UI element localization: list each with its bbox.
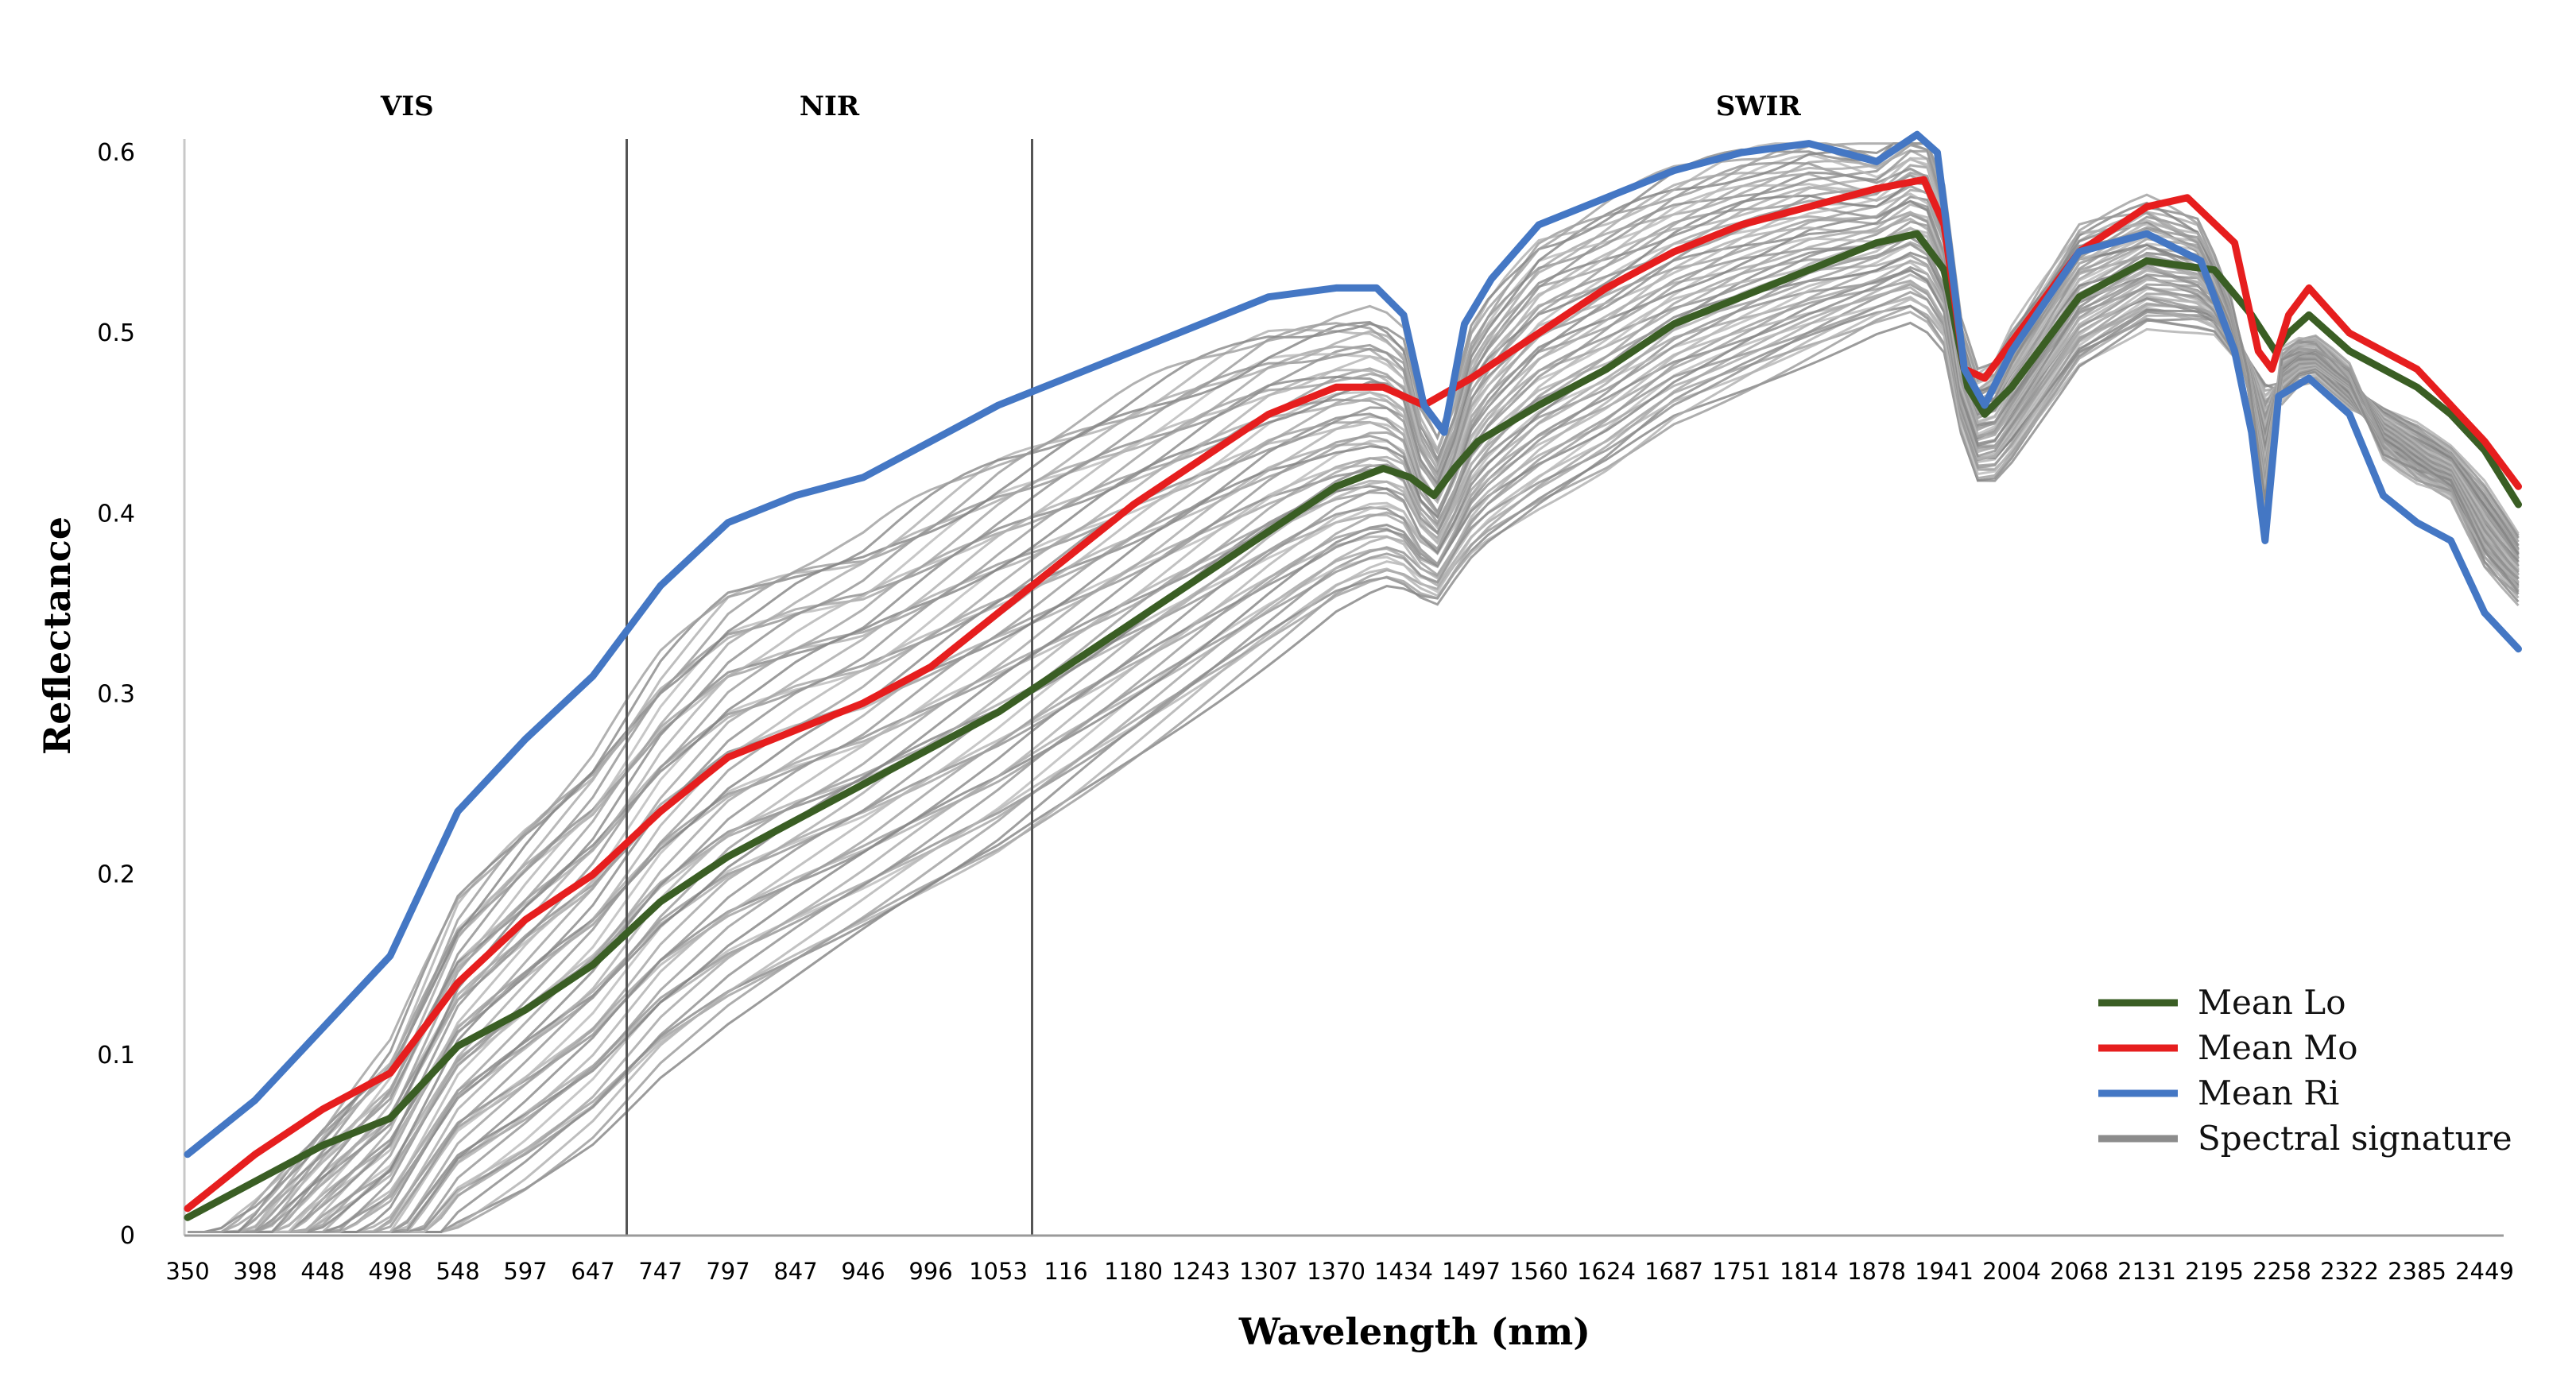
x-tick-label: 1878	[1847, 1258, 1906, 1285]
x-tick-label: 1243	[1172, 1258, 1230, 1285]
spectral-signature-line	[188, 273, 2520, 1233]
x-tick-label: 448	[300, 1258, 344, 1285]
x-tick-label: 647	[571, 1258, 614, 1285]
legend-label: Spectral signature	[2198, 1119, 2512, 1158]
y-tick-label: 0.2	[97, 861, 135, 889]
region-labels: VIS NIR SWIR	[380, 91, 1802, 122]
x-tick-label: 2131	[2117, 1258, 2176, 1285]
legend-label: Mean Mo	[2198, 1028, 2358, 1067]
x-tick-label: 1180	[1104, 1258, 1163, 1285]
y-tick-label: 0.4	[97, 500, 135, 528]
spectral-signature-line	[188, 199, 2520, 1233]
spectral-signature-line	[188, 296, 2520, 1233]
x-tick-label: 2385	[2388, 1258, 2446, 1285]
x-tick-label: 1497	[1442, 1258, 1501, 1285]
x-tick-label: 797	[706, 1258, 750, 1285]
spectral-signature-line	[188, 311, 2520, 1233]
x-tick-label: 116	[1044, 1258, 1087, 1285]
spectral-signature-line	[188, 296, 2520, 1233]
x-tick-label: 1434	[1374, 1258, 1433, 1285]
spectral-signature-line	[188, 164, 2520, 1233]
y-tick-label: 0.1	[97, 1042, 135, 1069]
x-tick-label: 2195	[2185, 1258, 2244, 1285]
spectral-signature-line	[188, 261, 2520, 1233]
x-tick-label: 1053	[969, 1258, 1028, 1285]
x-tick-label: 747	[638, 1258, 682, 1285]
spectral-signature-line	[188, 211, 2520, 1233]
spectral-signature-line	[188, 188, 2520, 1233]
spectral-signature-line	[188, 286, 2520, 1233]
axes	[183, 139, 2504, 1237]
spectral-signature-line	[188, 142, 2520, 1233]
x-tick-label: 1751	[1712, 1258, 1771, 1285]
x-tick-label: 1941	[1915, 1258, 1974, 1285]
mean-series-lines	[184, 130, 2522, 1221]
x-tick-label: 2449	[2455, 1258, 2514, 1285]
legend-label: Mean Lo	[2198, 983, 2346, 1022]
x-tick-label: 1370	[1307, 1258, 1365, 1285]
x-tick-label: 2322	[2320, 1258, 2379, 1285]
x-tick-label: 946	[841, 1258, 885, 1285]
region-label-nir: NIR	[800, 91, 860, 122]
series-line-mean-mo	[184, 176, 2522, 1213]
y-tick-label: 0.6	[97, 139, 135, 167]
x-tick-label: 597	[503, 1258, 547, 1285]
spectral-signature-line	[188, 242, 2520, 1233]
spectral-signature-line	[188, 234, 2520, 1233]
spectral-signature-line	[188, 259, 2520, 1233]
x-tick-label: 1624	[1577, 1258, 1636, 1285]
y-tick-label: 0	[120, 1222, 135, 1250]
spectral-signature-line	[188, 203, 2520, 1233]
x-tick-label: 1687	[1644, 1258, 1703, 1285]
series-line-mean-lo	[184, 230, 2522, 1221]
region-label-vis: VIS	[380, 91, 434, 122]
spectral-signature-line	[188, 226, 2520, 1233]
x-tick-label: 1814	[1780, 1258, 1838, 1285]
spectral-signature-line	[188, 251, 2520, 1233]
series-line-mean-ri	[184, 130, 2522, 1158]
x-tick-labels: 350 398 448 498 548 597 647 747 797 847 946 996 1053…	[165, 1258, 2514, 1285]
legend-label: Mean Ri	[2198, 1073, 2339, 1112]
legend: Mean Lo Mean Mo Mean Ri Spectral signature	[2098, 983, 2512, 1158]
x-tick-label: 2004	[1982, 1258, 2041, 1285]
spectral-signature-line	[188, 149, 2520, 1233]
spectral-signature-line	[188, 297, 2520, 1233]
spectral-signature-line	[188, 142, 2520, 1233]
x-tick-label: 350	[165, 1258, 209, 1285]
x-tick-label: 2068	[2050, 1258, 2109, 1285]
x-tick-label: 847	[773, 1258, 817, 1285]
x-tick-label: 1560	[1509, 1258, 1568, 1285]
region-dividers	[626, 139, 1033, 1236]
spectral-signature-line	[188, 241, 2520, 1233]
spectral-signature-line	[188, 157, 2520, 1233]
x-tick-label: 498	[368, 1258, 412, 1285]
spectral-signature-line	[188, 269, 2520, 1233]
spectral-signature-line	[188, 242, 2520, 1233]
x-tick-label: 548	[436, 1258, 479, 1285]
spectral-signature-line	[188, 172, 2520, 1233]
x-axis-title: Wavelength (nm)	[1238, 1310, 1590, 1353]
x-tick-label: 398	[233, 1258, 277, 1285]
x-tick-label: 1307	[1239, 1258, 1298, 1285]
region-label-swir: SWIR	[1716, 91, 1802, 122]
y-axis-title: Reflectance	[36, 516, 79, 755]
y-tick-label: 0.3	[97, 681, 135, 709]
spectral-signature-line	[188, 211, 2520, 1233]
y-tick-labels: 0 0.1 0.2 0.3 0.4 0.5 0.6	[97, 139, 135, 1250]
spectral-signature-line	[188, 265, 2520, 1233]
spectral-signature-line	[188, 142, 2520, 1233]
y-tick-label: 0.5	[97, 319, 135, 347]
spectral-signature-lines	[188, 141, 2520, 1233]
x-tick-label: 996	[908, 1258, 952, 1285]
x-tick-label: 2258	[2253, 1258, 2311, 1285]
